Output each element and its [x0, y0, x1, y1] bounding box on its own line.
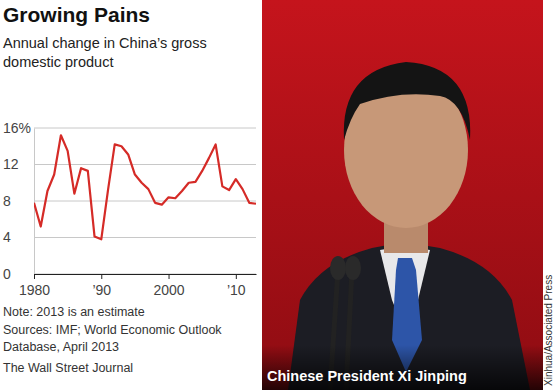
- background: [0, 0, 555, 390]
- x-axis-line: [35, 274, 257, 275]
- x-tick-label: ’90: [92, 282, 111, 298]
- annotation: Database, April 2013: [3, 340, 119, 354]
- x-tick-label: 1980: [19, 282, 50, 298]
- plot-area: [34, 135, 256, 239]
- y-tick-label: 0: [3, 266, 11, 282]
- subtitle: Annual change in China’s gross: [3, 35, 207, 51]
- x-tick: ’10: [227, 274, 246, 298]
- photo-hair: [344, 62, 470, 140]
- photo-microphone-head: [330, 256, 346, 280]
- y-axis-line: [34, 129, 35, 275]
- y-tick-label: 12: [3, 156, 19, 172]
- title: Growing Pains: [3, 3, 150, 26]
- photo-background: [262, 0, 543, 390]
- grid-line: [34, 128, 256, 129]
- photo-caption: Chinese President Xi Jinping: [267, 368, 467, 384]
- caption-band: [262, 345, 543, 390]
- x-tick: ’90: [92, 274, 111, 298]
- x-tick-mark: [34, 274, 35, 279]
- grid-line: [34, 237, 256, 238]
- x-tick: 1980: [19, 274, 50, 298]
- credit-strip: [543, 0, 555, 390]
- y-tick-label: 4: [3, 229, 11, 245]
- y-tick: 12: [3, 156, 34, 172]
- y-tick: 0: [3, 266, 34, 282]
- x-tick-mark: [169, 274, 170, 279]
- photo-credit: Xinhua/Associated Press: [543, 275, 554, 386]
- y-tick: 4: [3, 229, 34, 245]
- x-tick: 2000: [153, 274, 184, 298]
- y-tick: 8: [3, 193, 34, 209]
- photo: [262, 0, 543, 390]
- y-axis: 0 4 8 12 16%: [3, 120, 35, 282]
- x-axis: 1980 ’90 2000 ’10: [19, 274, 257, 298]
- x-tick-mark: [236, 274, 237, 279]
- y-tick-label: 16%: [3, 120, 31, 136]
- grid-line: [34, 274, 256, 275]
- chart-svg: Growing Pains Annual change in China’s gr…: [0, 0, 555, 390]
- subtitle: domestic product: [3, 54, 113, 70]
- x-tick-label: ’10: [227, 282, 246, 298]
- annotation: The Wall Street Journal: [3, 361, 133, 375]
- grid-line: [34, 164, 256, 165]
- x-tick-mark: [101, 274, 102, 279]
- data-line: [34, 135, 256, 239]
- annotation: Note: 2013 is an estimate: [3, 305, 145, 319]
- grid: [34, 128, 256, 274]
- annotation: Sources: IMF; World Economic Outlook: [3, 323, 222, 337]
- photo-microphone-head: [345, 256, 361, 280]
- y-tick: 16%: [3, 120, 34, 136]
- x-tick-label: 2000: [153, 282, 184, 298]
- grid-line: [34, 201, 256, 202]
- y-tick-label: 8: [3, 193, 11, 209]
